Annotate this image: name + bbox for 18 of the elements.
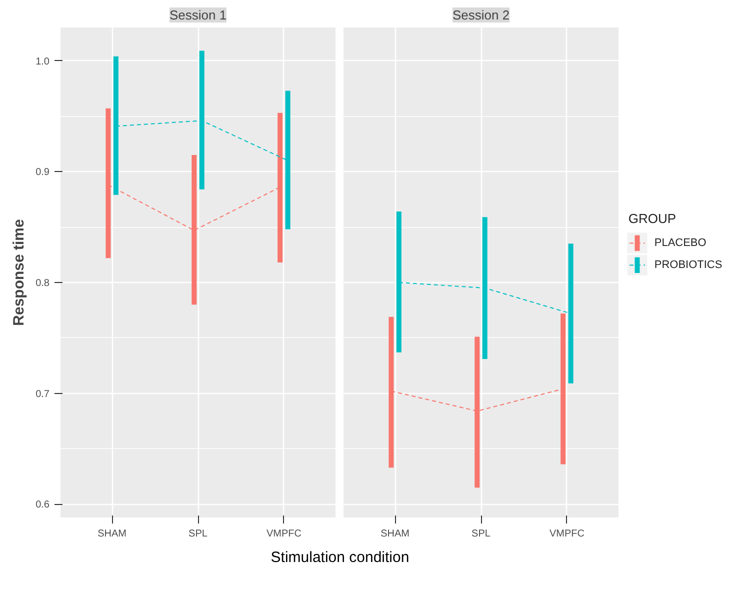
x-tick-label: SHAM (380, 528, 410, 540)
y-tick-label: 1.0 (36, 56, 50, 68)
y-tick-label: 0.6 (36, 500, 50, 511)
x-tick-label: VMPFC (549, 528, 584, 540)
x-tick-label: SHAM (98, 528, 127, 540)
x-tick-label: SPL (188, 528, 208, 540)
x-axis-title: Stimulation condition (270, 548, 410, 568)
chart-title: Session 1 (169, 8, 227, 22)
x-tick-label: SPL (472, 528, 491, 540)
x-tick-label: VMPFC (266, 528, 302, 540)
y-tick-label: 0.7 (36, 388, 50, 400)
y-tick-label: 0.9 (36, 167, 50, 178)
legend-title: GROUP (628, 211, 676, 226)
y-axis-title: Response time (10, 219, 28, 326)
y-tick-label: 0.8 (36, 278, 50, 289)
legend-label: PROBIOTICS (654, 259, 722, 272)
legend-label: PLACEBO (654, 237, 707, 250)
chart-title: Session 2 (452, 8, 510, 22)
